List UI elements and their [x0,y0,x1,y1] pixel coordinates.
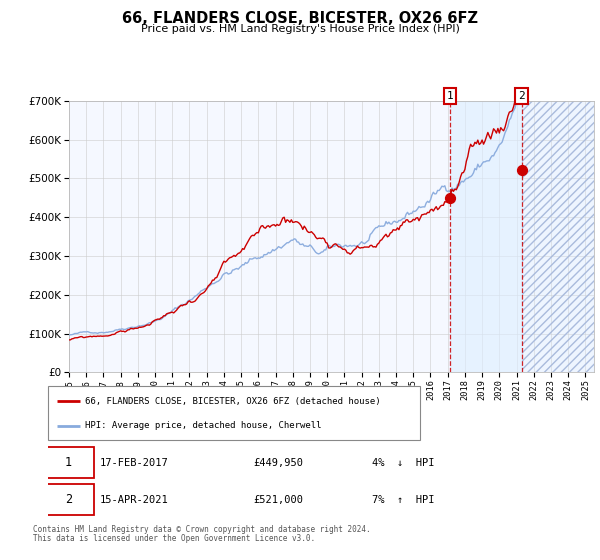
Bar [450,101,521,372]
Text: 2: 2 [518,91,525,101]
Text: 2: 2 [65,493,72,506]
FancyBboxPatch shape [43,447,94,478]
Text: 66, FLANDERS CLOSE, BICESTER, OX26 6FZ: 66, FLANDERS CLOSE, BICESTER, OX26 6FZ [122,11,478,26]
Point [445,193,455,202]
Text: Price paid vs. HM Land Registry's House Price Index (HPI): Price paid vs. HM Land Registry's House … [140,24,460,34]
Bar [521,101,594,372]
Text: £521,000: £521,000 [253,494,303,505]
Text: 1: 1 [446,91,453,101]
Text: £449,950: £449,950 [253,458,303,468]
Text: 17-FEB-2017: 17-FEB-2017 [100,458,168,468]
Text: Contains HM Land Registry data © Crown copyright and database right 2024.: Contains HM Land Registry data © Crown c… [33,525,371,534]
Text: 1: 1 [65,456,72,469]
Bar [521,101,594,372]
Text: 7%  ↑  HPI: 7% ↑ HPI [372,494,434,505]
Text: 66, FLANDERS CLOSE, BICESTER, OX26 6FZ (detached house): 66, FLANDERS CLOSE, BICESTER, OX26 6FZ (… [85,397,381,406]
Point [517,166,526,175]
FancyBboxPatch shape [48,386,420,440]
Text: This data is licensed under the Open Government Licence v3.0.: This data is licensed under the Open Gov… [33,534,315,543]
Text: 4%  ↓  HPI: 4% ↓ HPI [372,458,434,468]
Text: HPI: Average price, detached house, Cherwell: HPI: Average price, detached house, Cher… [85,421,322,430]
Text: 15-APR-2021: 15-APR-2021 [100,494,168,505]
FancyBboxPatch shape [43,484,94,515]
